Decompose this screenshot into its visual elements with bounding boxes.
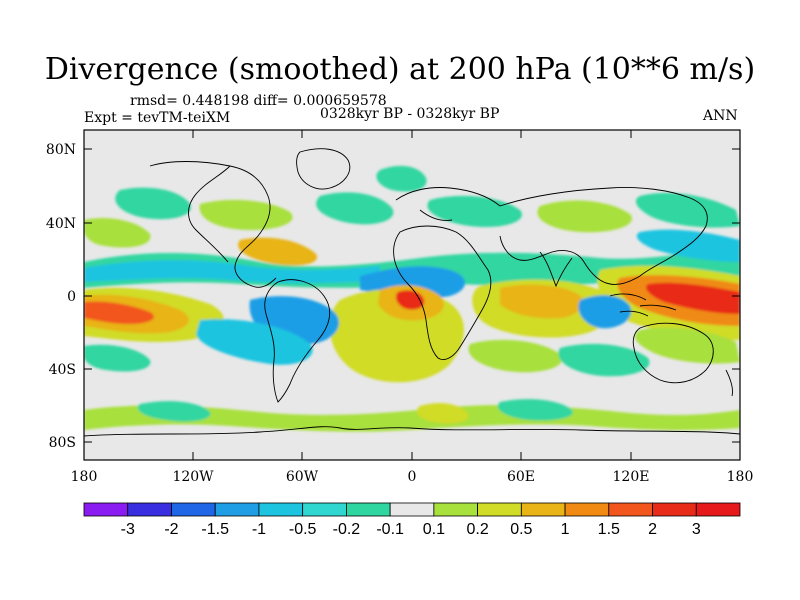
colorbar-label: 0.5 [510, 521, 532, 538]
contour-cyan-nh1 [115, 187, 191, 220]
colorbar-swatch [652, 502, 697, 517]
colorbar-label: 0.1 [423, 521, 445, 538]
colorbar [83, 502, 741, 517]
colorbar-label: 0.2 [466, 521, 488, 538]
colorbar-swatch [345, 502, 391, 517]
contour-cyan-sh2 [84, 344, 151, 372]
contour-cyan-nh5 [376, 165, 427, 192]
lon-tick-label: 60W [286, 469, 319, 485]
colorbar-swatch [608, 502, 653, 517]
contour-yellow-antarctic [416, 403, 469, 424]
contour-red-pacific-west [84, 301, 154, 324]
colorbar-label: 2 [648, 521, 657, 538]
contour-blue-seasia [578, 295, 632, 329]
period-label: 0328kyr BP - 0328kyr BP [320, 106, 500, 122]
coastline-antarctica [84, 426, 740, 437]
contour-orange-indian [500, 284, 584, 319]
colorbar-swatch [83, 502, 129, 517]
contour-green-sh1 [468, 339, 563, 373]
coastline-australia [632, 322, 714, 384]
colorbar-label: -0.2 [333, 521, 361, 538]
lat-tick-labels: 80N 40N 0 40S 80S [46, 142, 76, 451]
lon-tick-label: 120E [613, 469, 650, 485]
lon-tick-labels: 180 120W 60W 0 60E 120E 180 [71, 469, 754, 485]
colorbar-label: -1.5 [201, 521, 229, 538]
colorbar-swatch [214, 502, 260, 517]
colorbar-swatch [258, 502, 304, 517]
colorbar-swatch [564, 502, 610, 517]
contour-orange-atlantic-n [238, 237, 317, 266]
lat-tick-marks [84, 148, 740, 443]
map-title: Divergence (smoothed) at 200 hPa (10**6 … [44, 52, 756, 87]
lat-tick-label: 40N [46, 216, 76, 232]
colorbar-swatch [433, 502, 479, 517]
lon-tick-label: 0 [408, 469, 417, 485]
colorbar-labels: -3 -2 -1.5 -1 -0.5 -0.2 -0.1 0.1 0.2 0.5 1 1.5 2 3 [121, 521, 701, 538]
coastline-indonesia [609, 293, 677, 317]
coastline-north-america [149, 161, 277, 288]
contour-cyan-sh1 [558, 343, 650, 377]
contour-cyan-southpacific [196, 319, 313, 365]
contour-cyan-nh3 [427, 195, 522, 228]
coastline-india [539, 251, 573, 288]
contour-green-nh3 [537, 200, 632, 233]
lat-tick-label: 80S [49, 435, 76, 451]
contour-cyan-antarctic2 [497, 399, 573, 421]
colorbar-label: -0.5 [289, 521, 317, 538]
season-label: ANN [703, 108, 738, 124]
colorbar-label: 1 [561, 521, 570, 538]
contour-cyan-nh2 [316, 192, 394, 225]
lon-tick-label: 180 [71, 469, 98, 485]
contour-fill [84, 165, 740, 432]
coastline-europe [395, 187, 501, 221]
coastline-greenland [296, 148, 351, 190]
colorbar-swatch [695, 502, 741, 517]
stats-line: rmsd= 0.448198 diff= 0.000659578 [130, 93, 387, 109]
lon-tick-label: 60E [507, 469, 535, 485]
colorbar-label: -1 [252, 521, 266, 538]
contour-green-sh2 [635, 327, 740, 364]
lat-tick-label: 40S [49, 362, 76, 378]
coastline-new-zealand [725, 369, 733, 397]
coastline-asia [499, 187, 708, 285]
coastlines [84, 148, 740, 437]
colorbar-swatch [302, 502, 347, 517]
colorbar-swatch [389, 502, 435, 517]
contour-cyan-antarctic1 [137, 401, 211, 422]
colorbar-swatch [171, 502, 216, 517]
lon-tick-marks [192, 130, 632, 460]
colorbar-label: 1.5 [598, 521, 620, 538]
colorbar-swatch [477, 502, 522, 517]
colorbar-label: 3 [692, 521, 701, 538]
contour-red-warmpool [645, 282, 740, 314]
coastline-south-america [264, 279, 331, 403]
colorbar-label: -2 [164, 521, 178, 538]
contour-green-antarctic [84, 405, 740, 432]
lon-tick-label: 180 [727, 469, 754, 485]
contour-green-nh2 [84, 217, 151, 248]
colorbar-swatch [127, 502, 172, 517]
coastline-africa [393, 225, 492, 361]
contour-green-nh1 [199, 199, 293, 230]
colorbar-label: -3 [121, 521, 135, 538]
contour-cyan-nh4 [635, 192, 740, 228]
contour-blue-band-north [84, 260, 380, 283]
colorbar-label: -0.1 [376, 521, 404, 538]
lat-tick-label: 80N [46, 142, 76, 158]
lon-tick-label: 120W [172, 469, 214, 485]
lat-tick-label: 0 [67, 289, 76, 305]
experiment-label: Expt = tevTM-teiXM [84, 110, 231, 126]
colorbar-swatch [520, 502, 566, 517]
